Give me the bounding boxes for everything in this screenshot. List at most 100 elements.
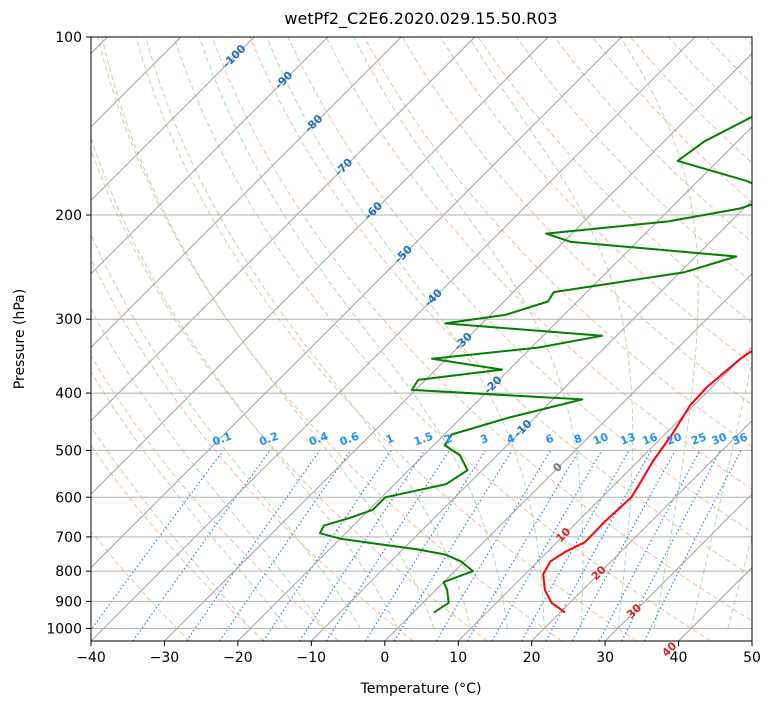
mixing-ratio-label: 1.5 (412, 430, 435, 449)
dry-adiabat-line (249, 37, 752, 577)
mixing-ratio-label: 13 (618, 430, 637, 447)
isotherm-line (91, 37, 402, 348)
y-tick-label: 600 (55, 490, 82, 506)
moist-adiabat-line (198, 37, 508, 629)
horizontal-gridlines (91, 37, 752, 629)
mixing-ratio-label: 25 (689, 430, 708, 447)
mixing-ratio-line (545, 450, 652, 641)
dry-adiabat-line (173, 37, 712, 641)
mixing-ratio-label: 4 (505, 432, 517, 447)
moist-adiabat-line (91, 136, 398, 629)
y-tick-label: 700 (55, 530, 82, 546)
mixing-ratio-label: 0.6 (338, 430, 361, 449)
dewpoint-profile-line (319, 115, 752, 614)
mixing-ratio-label: 0.2 (257, 430, 280, 449)
moist-adiabat-line (91, 233, 362, 629)
plot-frame (90, 36, 753, 642)
moist-adiabat-line (145, 37, 472, 629)
mixing-ratio-line (299, 450, 426, 641)
isotherm-line (91, 37, 622, 569)
mixing-ratio-label: 30 (710, 430, 729, 448)
isotherm-line (237, 126, 752, 641)
mixing-ratio-label: 0.1 (211, 430, 234, 449)
mixing-ratio-label: 6 (544, 432, 556, 447)
y-tick-label: 900 (55, 594, 82, 610)
y-tick-label: 500 (55, 443, 82, 459)
x-tick-label: −10 (297, 650, 327, 666)
isotherm-line (91, 37, 329, 275)
sounding-series (319, 115, 752, 614)
dry-adiabat-line (211, 37, 752, 622)
mixing-ratio-line (325, 450, 450, 641)
isotherm-line (91, 37, 549, 495)
x-tick-label: −30 (150, 650, 180, 666)
moist-adiabat-line (266, 37, 545, 629)
mixing-ratio-label: 36 (730, 430, 749, 448)
moist-adiabat-line (101, 37, 435, 629)
isotherm-line (91, 37, 255, 201)
x-axis-label: Temperature (°C) (360, 681, 482, 697)
temperature-profile-line (542, 349, 752, 614)
y-axis: 100 200 300 400 500 600 700 800 900 1000 (46, 30, 91, 637)
dry-adiabat-line (401, 37, 752, 406)
mixing-ratio-line (393, 450, 513, 641)
isotherm-line (164, 52, 752, 641)
x-tick-label: 20 (523, 650, 541, 666)
isotherm-line (457, 346, 752, 641)
x-tick-label: 0 (380, 650, 389, 666)
mixing-ratio-label: 8 (572, 432, 584, 447)
mixing-ratio-label: 10 (591, 430, 610, 448)
y-tick-label: 100 (55, 30, 82, 46)
y-axis-label: Pressure (hPa) (12, 289, 28, 389)
dry-adiabat-line (477, 37, 752, 324)
y-tick-label: 200 (55, 208, 82, 224)
mixing-ratio-line (644, 450, 742, 641)
mixing-ratio-label: 16 (641, 430, 660, 448)
mixing-ratio-label: 20 (665, 430, 684, 448)
dry-adiabat-line (135, 37, 637, 641)
mixing-ratio-line (186, 450, 321, 641)
dry-adiabat-line (91, 444, 265, 641)
x-tick-label: −40 (76, 650, 106, 666)
moist-adiabat-line (353, 37, 584, 629)
mixing-ratio-label: 1 (384, 432, 396, 447)
mixing-ratio-line (262, 450, 392, 641)
x-axis: −40 −30 −20 −10 0 10 20 30 40 50 (76, 641, 761, 666)
x-tick-label: 30 (596, 650, 614, 666)
y-tick-label: 400 (55, 386, 82, 402)
isotherm-line (91, 37, 475, 422)
dry-adiabat-line (91, 354, 339, 641)
isotherm-line (91, 37, 696, 641)
mixing-ratio-line (219, 450, 352, 641)
y-tick-label: 1000 (46, 621, 82, 637)
y-tick-label: 800 (55, 564, 82, 580)
chart-title: wetPf2_C2E6.2020.029.15.50.R03 (284, 9, 557, 29)
moist-adiabat-line (91, 308, 325, 629)
moist-adiabat-line (619, 37, 699, 629)
mixing-ratio-label: 2 (442, 432, 454, 447)
dry-adiabat-line (97, 37, 563, 641)
mixing-ratio-line (521, 450, 630, 641)
dry-adiabat-line (325, 37, 752, 490)
x-tick-label: 40 (670, 650, 688, 666)
dry-adiabat-line (91, 148, 488, 641)
mixing-ratio-label: 3 (478, 432, 490, 447)
isotherm-line (311, 199, 752, 641)
x-tick-label: −20 (223, 650, 253, 666)
isotherm-line (384, 273, 752, 641)
y-tick-label: 300 (55, 312, 82, 328)
mixing-ratio-line (571, 450, 676, 641)
isotherm-line (604, 493, 752, 641)
moist-adiabat-line (727, 536, 752, 629)
x-tick-label: 10 (449, 650, 467, 666)
isotherm-line (531, 420, 752, 641)
x-tick-label: 50 (743, 650, 761, 666)
mixing-ratio-label: 0.4 (307, 430, 330, 449)
moist-adiabat-line (468, 37, 634, 629)
dry-adiabat-line (515, 37, 752, 283)
background-lines (91, 37, 752, 641)
moist-adiabat-line (690, 359, 752, 629)
mixing-ratio-line (91, 450, 224, 631)
